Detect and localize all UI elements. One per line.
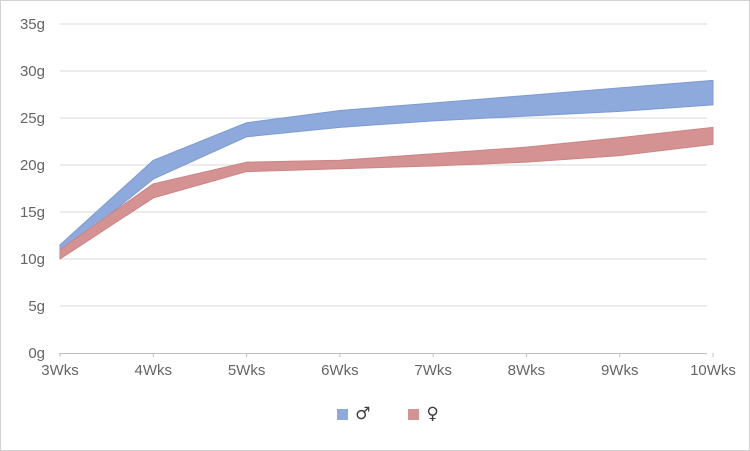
x-tick-label: 9Wks [601, 362, 639, 379]
x-tick-label: 6Wks [321, 362, 359, 379]
male-series-swatch [337, 409, 349, 420]
y-tick-label: 20g [20, 157, 45, 174]
x-tick-label: 5Wks [228, 362, 266, 379]
female-series-label: ♀ [426, 404, 439, 424]
chart-plot-area: 0g 5g 10g 15g 20g 25g 30g 35g 3Wks 4Wks 5Wks 6Wks 7W… [20, 16, 736, 379]
series-band-male [59, 79, 714, 255]
y-tick-label: 15g [20, 204, 45, 221]
legend-item-female[interactable]: ♀ [408, 404, 439, 424]
x-tick-label: 10Wks [690, 362, 736, 379]
y-tick-label: 35g [20, 16, 45, 33]
x-tick-label: 3Wks [41, 362, 79, 379]
x-tick-label: 4Wks [135, 362, 173, 379]
chart-legend: ♂ ♀ [14, 404, 749, 424]
x-tick-label: 8Wks [508, 362, 546, 379]
x-tick-label: 7Wks [414, 362, 452, 379]
series-band-female [59, 126, 714, 260]
y-tick-label: 5g [28, 298, 45, 315]
legend-item-male[interactable]: ♂ [337, 406, 370, 423]
male-series-label: ♂ [355, 404, 371, 424]
y-tick-label: 0g [28, 345, 45, 362]
y-tick-label: 10g [20, 251, 45, 268]
y-tick-label: 30g [20, 63, 45, 80]
y-tick-label: 25g [20, 110, 45, 127]
female-series-swatch [408, 409, 420, 420]
